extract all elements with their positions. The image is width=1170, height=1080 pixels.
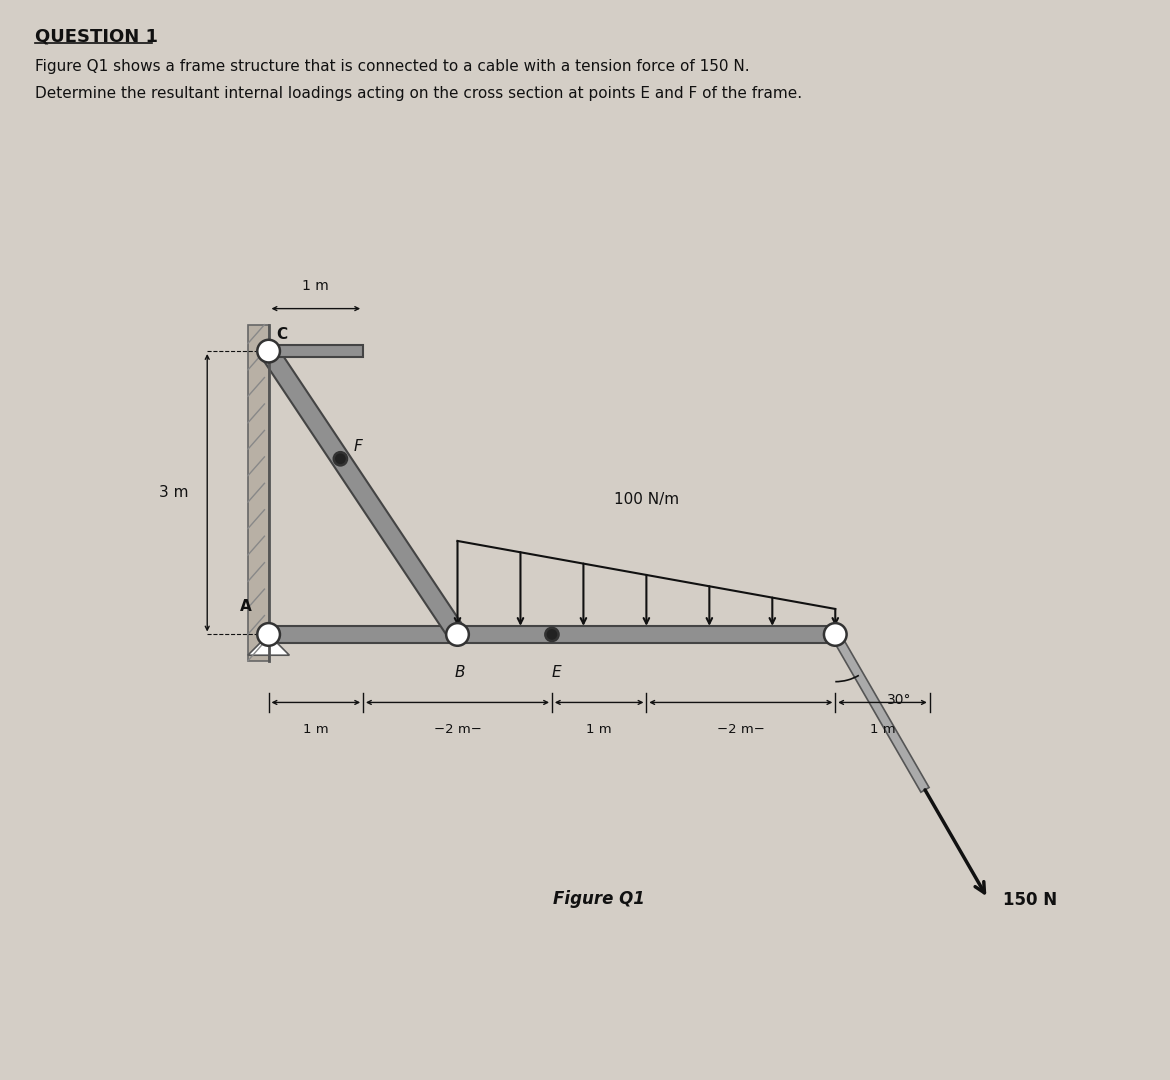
Polygon shape: [269, 626, 835, 643]
Text: 3 m: 3 m: [159, 485, 188, 500]
Text: Figure Q1: Figure Q1: [553, 890, 645, 908]
Polygon shape: [248, 634, 289, 656]
Circle shape: [257, 623, 280, 646]
Text: A: A: [240, 598, 252, 613]
Text: 1 m: 1 m: [869, 724, 895, 737]
Text: Figure Q1 shows a frame structure that is connected to a cable with a tension fo: Figure Q1 shows a frame structure that i…: [35, 59, 750, 75]
Text: E: E: [552, 664, 562, 679]
Text: 1 m: 1 m: [303, 279, 329, 293]
Text: 100 N/m: 100 N/m: [614, 492, 679, 507]
Circle shape: [545, 627, 558, 642]
Circle shape: [446, 623, 469, 646]
Text: B: B: [454, 664, 464, 679]
Text: Determine the resultant internal loadings acting on the cross section at points : Determine the resultant internal loading…: [35, 86, 803, 102]
Polygon shape: [831, 632, 929, 793]
Circle shape: [824, 623, 847, 646]
Text: 30°: 30°: [887, 693, 911, 707]
Text: −2 m−: −2 m−: [717, 724, 765, 737]
Text: −2 m−: −2 m−: [434, 724, 481, 737]
Circle shape: [333, 453, 347, 465]
Text: 150 N: 150 N: [1004, 891, 1058, 909]
Text: 1 m: 1 m: [303, 724, 329, 737]
Text: QUESTION 1: QUESTION 1: [35, 27, 158, 45]
Polygon shape: [261, 346, 466, 639]
Circle shape: [257, 340, 280, 363]
Text: 1 m: 1 m: [586, 724, 612, 737]
Text: C: C: [276, 326, 288, 341]
Polygon shape: [248, 325, 269, 661]
Polygon shape: [269, 345, 363, 357]
Text: F: F: [353, 440, 363, 454]
